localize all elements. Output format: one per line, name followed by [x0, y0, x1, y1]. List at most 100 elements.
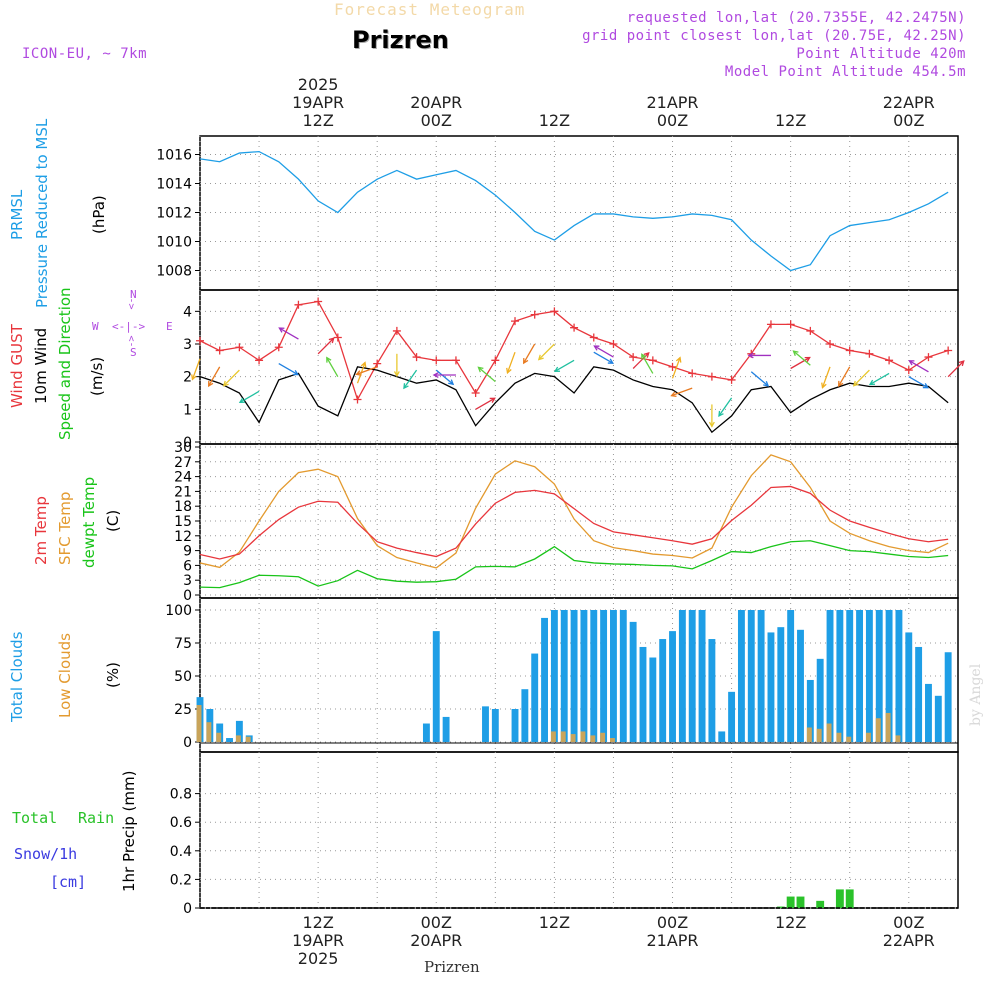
total-cloud-bar: [944, 652, 952, 742]
y-tick-label: 75: [174, 636, 192, 652]
y-tick-label: 0: [183, 735, 192, 751]
total-cloud-bar: [432, 631, 440, 742]
total-cloud-bar: [570, 610, 578, 742]
time-label: 12Z: [514, 112, 594, 130]
total-cloud-bar: [422, 723, 430, 742]
wind-direction-arrow: [671, 357, 681, 379]
wind-unit: (m/s): [88, 356, 106, 396]
time-label-line: 00Z: [420, 111, 452, 130]
gust-point: [491, 356, 500, 365]
total-cloud-bar: [797, 629, 804, 742]
gust-point: [550, 307, 559, 316]
low-cloud-bar: [816, 728, 822, 742]
temp-unit: (C): [104, 509, 122, 532]
gust-point: [924, 353, 933, 362]
wind-10m-label: 10m Wind: [32, 327, 50, 404]
panel-frame-3: [199, 597, 959, 753]
wind-direction-arrow: [821, 366, 831, 388]
precip-bar: [796, 896, 805, 908]
low-cloud-bar: [206, 722, 212, 742]
time-label: 22APR 00Z: [869, 94, 949, 130]
location-title: Prizren: [352, 26, 449, 54]
precip-rain-label: Rain: [78, 809, 115, 827]
gust-point: [766, 320, 775, 329]
gust-point: [648, 356, 657, 365]
wind-arrow-head: [292, 369, 299, 376]
total-cloud-bar: [600, 610, 608, 742]
low-cloud-bar: [836, 732, 842, 742]
low-cloud-bar: [846, 736, 852, 742]
total-cloud-bar: [767, 632, 775, 742]
wind-arrow-head: [675, 356, 682, 363]
wind-arrow-head: [222, 380, 229, 387]
low-cloud-bar: [806, 727, 812, 742]
y-tick-label: 30: [174, 440, 192, 456]
total-cloud-bar: [905, 632, 913, 742]
wind-direction-arrow: [908, 376, 929, 389]
time-label: 12Z: [751, 914, 831, 932]
gust-point: [511, 317, 520, 326]
low-cloud-bar: [885, 712, 891, 742]
total-cloud-bar: [619, 610, 627, 742]
time-label: 00Z 22APR: [869, 914, 949, 950]
requested-coords: requested lon,lat (20.7355E, 42.2475N): [626, 10, 966, 26]
wind-direction-arrow: [538, 343, 555, 361]
low-clouds-label: Low Clouds: [56, 633, 74, 718]
wind-direction-arrow: [554, 359, 575, 372]
time-label: 12Z 19APR 2025: [278, 914, 358, 968]
panel-frame-4: [199, 751, 959, 909]
time-label-line: 21APR: [646, 931, 699, 950]
compass-ns-arrow-down: ->: [126, 335, 138, 348]
time-label-line: 00Z: [656, 913, 689, 932]
wind-arrow-head: [718, 410, 724, 418]
wind-direction-arrow: [208, 366, 221, 387]
low-cloud-bar: [216, 732, 222, 742]
wind-direction-arrow: [523, 343, 536, 364]
compass-ew-arrow: <-|->: [112, 320, 146, 333]
precip-bar: [816, 900, 825, 908]
temp-2m-label: 2m Temp: [32, 496, 50, 565]
total-cloud-bar: [698, 610, 706, 742]
wind-direction-arrow: [356, 362, 366, 384]
wind-direction-arrow: [909, 360, 929, 373]
gust-point: [353, 395, 362, 404]
compass-east: E: [166, 320, 173, 333]
wind-gust-label: Wind GUST: [8, 324, 26, 408]
y-tick-label: 1016: [156, 148, 192, 164]
wind-compass: W <-|-> E N S <- ->: [92, 288, 182, 360]
y-tick-label: 0: [183, 901, 192, 917]
total-cloud-bar: [836, 610, 844, 742]
total-cloud-bar: [728, 691, 736, 742]
footer-location: Prizren: [424, 958, 480, 976]
wind-direction-arrow: [403, 369, 418, 389]
y-tick-label: 50: [174, 669, 192, 685]
low-cloud-bar: [560, 731, 566, 742]
wind-arrow-head: [708, 421, 715, 428]
pressure-label-prmsl: PRMSL: [8, 189, 26, 240]
wind-direction-arrow: [838, 366, 851, 387]
time-label-line: 20APR: [410, 93, 463, 112]
y-tick-label: 0: [183, 588, 192, 604]
precip-snow-label: Snow/1h: [14, 845, 78, 863]
time-label-line: 21APR: [646, 93, 699, 112]
wind-direction-arrow: [947, 360, 965, 378]
wind-direction-arrow: [317, 337, 335, 355]
wind-direction-arrow: [632, 352, 650, 369]
wind-arrow-head: [208, 380, 214, 388]
wind-direction-arrow: [718, 397, 733, 417]
gust-point: [294, 300, 303, 309]
total-cloud-bar: [934, 695, 942, 742]
gust-point: [629, 353, 638, 362]
wind-arrow-head: [958, 360, 965, 367]
total-cloud-bar: [659, 639, 667, 742]
time-label-line: 00Z: [656, 111, 689, 130]
time-label-line: 12Z: [774, 913, 807, 932]
wind-arrow-head: [908, 360, 915, 366]
wind-direction-arrow: [435, 369, 454, 385]
low-cloud-bar: [196, 705, 202, 742]
y-tick-label: 27: [174, 455, 192, 471]
time-label-line: 00Z: [420, 913, 452, 932]
wind-arrow-head: [868, 379, 876, 386]
precip-bar: [845, 889, 854, 908]
total-cloud-bar: [895, 610, 903, 742]
